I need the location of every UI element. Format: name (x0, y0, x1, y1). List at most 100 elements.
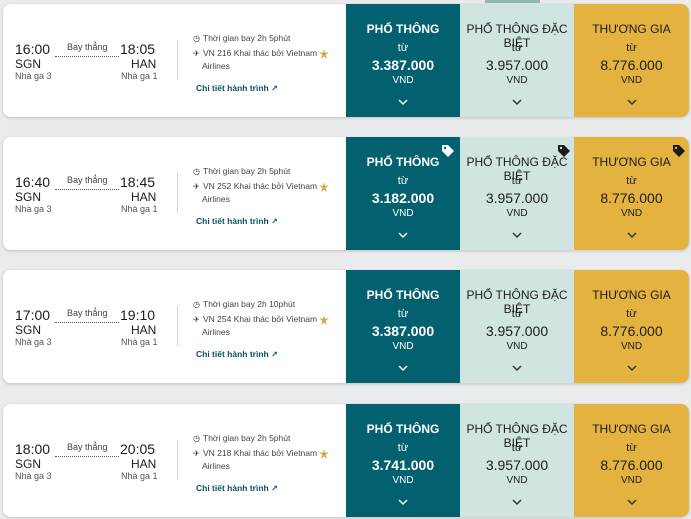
flight-operator: VN 216 Khai thác bởi Vietnam (203, 48, 318, 58)
chevron-down-icon (512, 365, 522, 372)
flight-info: ◷ Thời gian bay 2h 10phút ✈ VN 254 Khai th… (193, 270, 343, 383)
fare-class-name: PHỔ THÔNG ĐẶC BIỆT (466, 22, 568, 50)
flight-details-link[interactable]: Chi tiết hành trình ↗ (196, 349, 278, 359)
fare-class-name: PHỔ THÔNG ĐẶC BIỆT (466, 288, 568, 316)
from-label: từ (511, 308, 523, 320)
currency-label: VND (392, 341, 414, 352)
flight-operator: VN 254 Khai thác bởi Vietnam (203, 314, 318, 324)
route-line (55, 56, 119, 57)
flight-card: 17:00 SGN Nhà ga 3 Bay thẳng 19:10 HAN N… (3, 270, 689, 383)
departure-code: SGN (15, 323, 42, 337)
flight-card: 16:40 SGN Nhà ga 3 Bay thẳng 18:45 HAN N… (3, 137, 689, 250)
flight-info: ◷ Thời gian bay 2h 5phút ✈ VN 252 Khai thá… (193, 137, 343, 250)
flight-details-link[interactable]: Chi tiết hành trình ↗ (196, 216, 278, 226)
flight-details-link[interactable]: Chi tiết hành trình ↗ (196, 83, 278, 93)
fare-price: 3.387.000 (371, 57, 435, 73)
arrival-time: 18:05 (120, 41, 156, 57)
from-label: từ (626, 308, 637, 320)
from-label: từ (511, 442, 523, 454)
chevron-down-icon (512, 232, 522, 239)
airline-name: Airlines (202, 194, 230, 204)
arrival-terminal: Nhà ga 1 (121, 71, 158, 81)
duration-line: ◷ Thời gian bay 2h 10phút (193, 299, 295, 309)
airline-name: Airlines (202, 327, 230, 337)
departure-terminal: Nhà ga 3 (15, 337, 52, 347)
plane-icon: ✈ (193, 182, 200, 191)
economy-fare[interactable]: PHỔ THÔNG từ 3.741.000 VND (346, 404, 460, 517)
currency-label: VND (392, 475, 414, 486)
external-link-icon: ↗ (271, 217, 278, 226)
departure-terminal: Nhà ga 3 (15, 471, 52, 481)
chevron-down-icon (626, 232, 637, 239)
fare-class-name: PHỔ THÔNG ĐẶC BIỆT (466, 422, 568, 450)
duration-prefix: Thời gian bay (203, 299, 258, 309)
flight-times: 16:40 SGN Nhà ga 3 Bay thẳng 18:45 HAN N… (3, 137, 178, 250)
departure-terminal: Nhà ga 3 (15, 71, 52, 81)
external-link-icon: ↗ (271, 350, 278, 359)
business-fare[interactable]: THƯƠNG GIA từ 8.776.000 VND (574, 270, 689, 383)
departure-terminal: Nhà ga 3 (15, 204, 52, 214)
departure-time: 18:00 (15, 441, 51, 457)
currency-label: VND (620, 75, 643, 86)
duration-line: ◷ Thời gian bay 2h 5phút (193, 433, 290, 443)
duration-prefix: Thời gian bay (203, 433, 258, 443)
flight-duration: 2h 5phút (257, 166, 291, 176)
premium-economy-fare[interactable]: PHỔ THÔNG ĐẶC BIỆT từ 3.957.000 VND (460, 137, 574, 250)
airline-name: Airlines (202, 461, 230, 471)
vietnam-airlines-logo-icon (319, 182, 329, 192)
fare-price: 3.957.000 (485, 457, 549, 473)
currency-label: VND (506, 475, 528, 486)
premium-economy-fare[interactable]: PHỔ THÔNG ĐẶC BIỆT từ 3.957.000 VND (460, 4, 574, 117)
arrival-code: HAN (131, 190, 157, 204)
flight-times: 18:00 SGN Nhà ga 3 Bay thẳng 20:05 HAN N… (3, 404, 178, 517)
flight-details-label: Chi tiết hành trình (196, 216, 269, 226)
nonstop-label: Bay thẳng (67, 308, 108, 318)
fare-class-name: THƯƠNG GIA (592, 288, 671, 302)
chevron-down-icon (512, 499, 522, 506)
fare-price: 3.957.000 (485, 323, 549, 339)
flight-card: 18:00 SGN Nhà ga 3 Bay thẳng 20:05 HAN N… (3, 404, 689, 517)
business-fare[interactable]: THƯƠNG GIA từ 8.776.000 VND (574, 4, 689, 117)
business-fare[interactable]: THƯƠNG GIA từ 8.776.000 VND (574, 404, 689, 517)
economy-fare[interactable]: PHỔ THÔNG từ 3.387.000 VND (346, 270, 460, 383)
flight-info: ◷ Thời gian bay 2h 5phút ✈ VN 218 Khai thá… (193, 404, 343, 517)
currency-label: VND (506, 208, 528, 219)
vietnam-airlines-logo-icon (319, 49, 329, 59)
currency-label: VND (620, 341, 643, 352)
flight-duration: 2h 10phút (257, 299, 296, 309)
departure-code: SGN (15, 57, 42, 71)
chevron-down-icon (398, 365, 408, 372)
departure-time: 17:00 (15, 307, 51, 323)
nonstop-label: Bay thẳng (67, 42, 108, 52)
fare-class-name: THƯƠNG GIA (592, 22, 671, 36)
flight-duration: 2h 5phút (257, 433, 291, 443)
divider (177, 40, 178, 80)
premium-economy-fare[interactable]: PHỔ THÔNG ĐẶC BIỆT từ 3.957.000 VND (460, 404, 574, 517)
from-label: từ (511, 175, 523, 187)
premium-tab-indicator (485, 0, 540, 3)
fare-class-name: THƯƠNG GIA (592, 422, 671, 436)
business-fare[interactable]: THƯƠNG GIA từ 8.776.000 VND (574, 137, 689, 250)
fare-price: 3.182.000 (371, 190, 435, 206)
currency-label: VND (620, 475, 643, 486)
flight-times: 16:00 SGN Nhà ga 3 Bay thẳng 18:05 HAN N… (3, 4, 178, 117)
fare-price: 3.957.000 (485, 57, 549, 73)
flight-operator: VN 252 Khai thác bởi Vietnam (203, 181, 318, 191)
flight-details-label: Chi tiết hành trình (196, 483, 269, 493)
economy-fare[interactable]: PHỔ THÔNG từ 3.182.000 VND (346, 137, 460, 250)
premium-economy-fare[interactable]: PHỔ THÔNG ĐẶC BIỆT từ 3.957.000 VND (460, 270, 574, 383)
flight-details-label: Chi tiết hành trình (196, 349, 269, 359)
divider (177, 440, 178, 480)
flight-number-line: ✈ VN 218 Khai thác bởi Vietnam (193, 448, 317, 458)
price-tag-icon (558, 145, 570, 157)
departure-code: SGN (15, 457, 42, 471)
flight-details-link[interactable]: Chi tiết hành trình ↗ (196, 483, 278, 493)
arrival-terminal: Nhà ga 1 (121, 337, 158, 347)
arrival-terminal: Nhà ga 1 (121, 204, 158, 214)
fare-price: 3.387.000 (371, 323, 435, 339)
fare-price: 8.776.000 (600, 457, 663, 473)
economy-fare[interactable]: PHỔ THÔNG từ 3.387.000 VND (346, 4, 460, 117)
arrival-code: HAN (131, 323, 157, 337)
clock-icon: ◷ (193, 34, 200, 43)
fare-price: 8.776.000 (600, 190, 663, 206)
